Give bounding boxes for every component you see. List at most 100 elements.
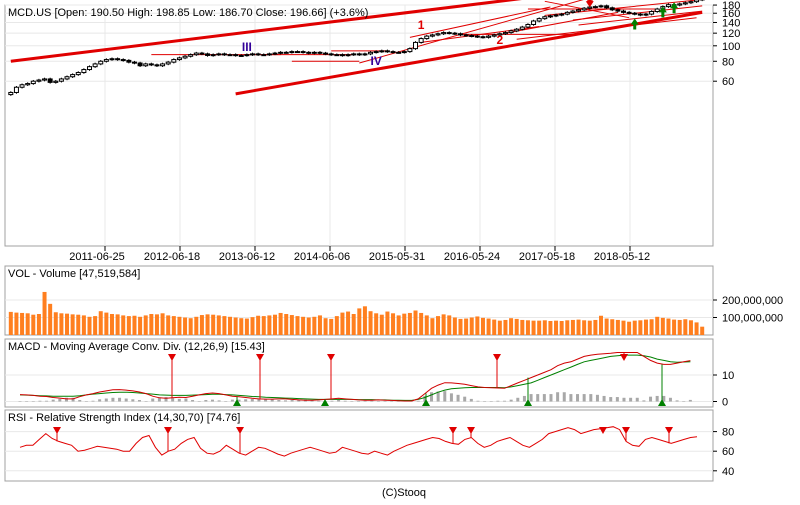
macd-histogram-bar bbox=[562, 392, 566, 402]
volume-bar bbox=[31, 314, 36, 335]
candle-body bbox=[592, 6, 598, 9]
volume-bar bbox=[385, 311, 390, 335]
volume-bar bbox=[672, 319, 677, 335]
macd-histogram-bar bbox=[376, 401, 380, 402]
macd-histogram-bar bbox=[688, 399, 692, 402]
macd-histogram-bar bbox=[144, 401, 148, 402]
volume-bar bbox=[256, 315, 261, 335]
rsi-header: RSI - Relative Strength Index (14,30,70)… bbox=[8, 412, 240, 424]
candle-body bbox=[469, 35, 475, 38]
macd-histogram-bar bbox=[496, 400, 500, 402]
macd-histogram-bar bbox=[45, 400, 49, 402]
candle-body bbox=[323, 52, 329, 55]
volume-bar bbox=[306, 317, 311, 335]
candle-body bbox=[688, 1, 694, 4]
volume-bar bbox=[20, 312, 25, 335]
candle-body bbox=[306, 51, 312, 54]
overbought-triangle-icon bbox=[599, 427, 607, 434]
volume-bar bbox=[334, 316, 339, 335]
volume-bar bbox=[593, 319, 598, 335]
macd-histogram-bar bbox=[58, 398, 62, 402]
macd-histogram-bar bbox=[210, 399, 214, 402]
candle-body bbox=[620, 10, 626, 13]
candle-body bbox=[413, 41, 419, 50]
volume-y-tick-label: 200,000,000 bbox=[722, 295, 783, 307]
price-y-tick-label: 160 bbox=[722, 8, 740, 20]
macd-histogram-bar bbox=[655, 395, 659, 402]
price-x-tick-label: 2011-06-25 bbox=[69, 251, 124, 263]
volume-bar bbox=[42, 291, 47, 335]
volume-bar bbox=[486, 318, 491, 335]
macd-histogram-bar bbox=[549, 394, 553, 402]
price-candles bbox=[8, 0, 705, 96]
candle-body bbox=[525, 23, 531, 28]
candle-body bbox=[615, 9, 621, 12]
volume-bar bbox=[599, 315, 604, 335]
volume-bar bbox=[531, 320, 536, 335]
volume-bar bbox=[582, 320, 587, 335]
volume-bar bbox=[514, 318, 519, 335]
volume-bar bbox=[36, 314, 41, 335]
candle-body bbox=[486, 35, 492, 38]
macd-histogram-bar bbox=[662, 395, 666, 402]
candle-body bbox=[559, 13, 565, 16]
volume-bar bbox=[677, 319, 682, 335]
candle-body bbox=[176, 57, 182, 61]
volume-bar bbox=[391, 313, 396, 335]
volume-bar bbox=[520, 319, 525, 335]
volume-bar bbox=[570, 319, 575, 335]
macd-histogram-bar bbox=[244, 399, 248, 402]
volume-bar bbox=[492, 319, 497, 335]
macd-histogram-bar bbox=[343, 400, 347, 402]
candle-body bbox=[210, 54, 216, 57]
candle-body bbox=[362, 53, 368, 56]
candle-body bbox=[81, 69, 87, 74]
price-x-tick-label: 2012-06-18 bbox=[144, 251, 200, 263]
volume-bar bbox=[683, 319, 688, 335]
candle-body bbox=[396, 51, 402, 54]
macd-histogram-bar bbox=[536, 394, 540, 402]
price-x-tick-label: 2018-05-12 bbox=[594, 251, 650, 263]
volume-y-ticks: 100,000,000 200,000,000 bbox=[713, 295, 783, 325]
volume-bar bbox=[199, 315, 204, 335]
volume-bar bbox=[239, 318, 244, 335]
candle-body bbox=[553, 14, 559, 17]
candle-body bbox=[576, 9, 582, 12]
macd-histogram-bar bbox=[330, 400, 334, 402]
candle-body bbox=[508, 30, 514, 34]
volume-bar bbox=[295, 316, 300, 335]
candle-body bbox=[491, 34, 497, 37]
volume-bar bbox=[374, 313, 379, 335]
candle-body bbox=[8, 91, 14, 96]
candle-body bbox=[171, 59, 177, 63]
volume-bar bbox=[458, 318, 463, 335]
macd-histogram-bar bbox=[118, 397, 122, 402]
volume-bar bbox=[8, 311, 13, 335]
rsi-panel bbox=[4, 409, 714, 482]
macd-histogram-bar bbox=[137, 400, 141, 402]
candle-body bbox=[379, 50, 385, 53]
candle-body bbox=[148, 63, 154, 66]
volume-bar bbox=[138, 316, 143, 335]
candle-body bbox=[665, 4, 671, 8]
volume-bar bbox=[537, 320, 542, 335]
macd-histogram-bar bbox=[237, 399, 241, 402]
volume-bar bbox=[14, 312, 19, 335]
macd-histogram-bar bbox=[18, 401, 22, 402]
candle-body bbox=[261, 54, 267, 57]
macd-histogram-bar bbox=[390, 401, 394, 402]
macd-histogram-bar bbox=[217, 400, 221, 402]
candle-body bbox=[497, 33, 503, 36]
macd-histogram-bar bbox=[98, 399, 102, 402]
volume-bar bbox=[351, 314, 356, 335]
candle-body bbox=[542, 16, 548, 20]
price-y-tick-label: 180 bbox=[722, 0, 740, 12]
candle-body bbox=[199, 52, 205, 55]
candle-body bbox=[120, 59, 126, 62]
macd-histogram-bar bbox=[582, 394, 586, 402]
macd-histogram-bar bbox=[609, 397, 613, 402]
channel-line bbox=[10, 0, 522, 63]
trend-line bbox=[544, 0, 630, 19]
